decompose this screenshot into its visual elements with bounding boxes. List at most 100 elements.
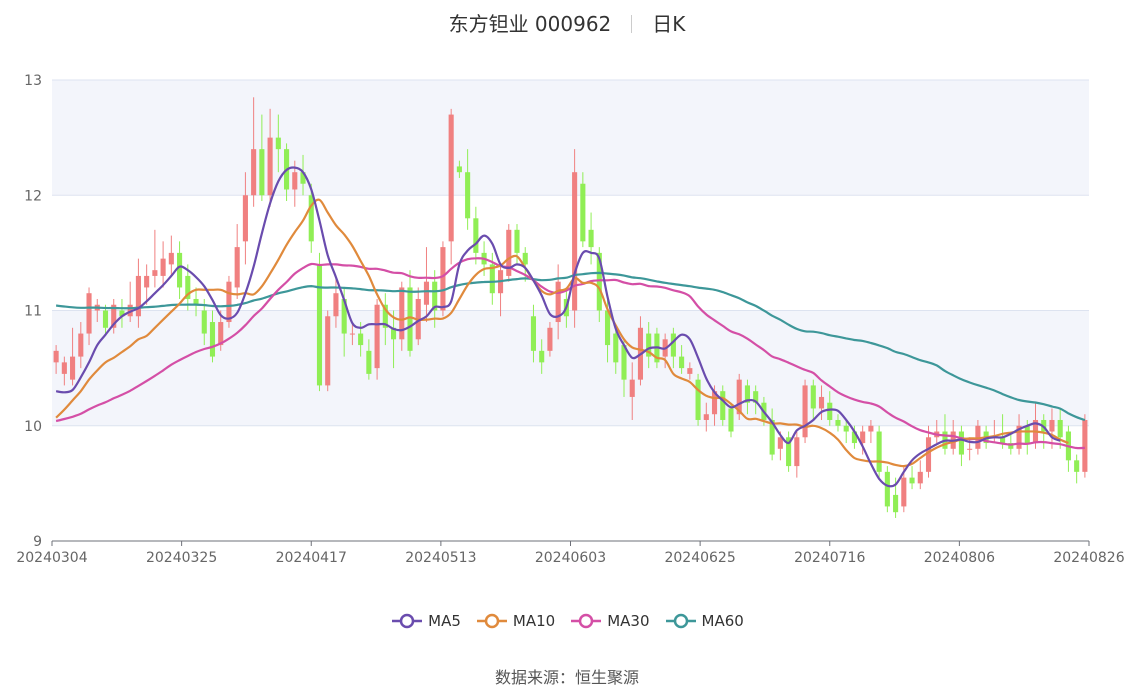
candle (349, 322, 355, 346)
candle (629, 362, 635, 420)
candle-body (292, 172, 298, 190)
legend-item-ma30[interactable]: MA30 (569, 612, 650, 630)
candle-body (226, 281, 232, 323)
candle (539, 339, 545, 374)
candle-body (720, 391, 726, 420)
candle-body (695, 379, 701, 420)
candle (456, 160, 462, 178)
candle (835, 414, 841, 432)
candle (226, 275, 232, 328)
candle-body (152, 270, 158, 276)
candle (70, 327, 76, 386)
candle-body (777, 437, 783, 449)
candle (1049, 408, 1055, 449)
candle (267, 108, 273, 207)
candle (308, 183, 314, 253)
candle-body (448, 114, 454, 242)
candle-body (555, 281, 561, 323)
candle-body (818, 396, 825, 409)
candle-body (366, 350, 372, 374)
candle (728, 402, 734, 438)
y-tick-label: 9 (33, 534, 42, 550)
candle-body (358, 333, 364, 346)
candle-body (909, 477, 915, 484)
candle-body (407, 287, 413, 351)
x-tick-label: 20240417 (276, 550, 347, 566)
chart-legend: MA5 MA10 MA30 MA60 (0, 612, 1134, 633)
candle-body (473, 218, 479, 253)
candle-body (613, 333, 619, 363)
legend-label: MA10 (512, 612, 556, 630)
candle-body (728, 408, 734, 432)
candle (786, 431, 792, 472)
candle-body (144, 275, 150, 288)
candle-body (1016, 425, 1022, 449)
candle-body (325, 316, 331, 386)
candle (177, 241, 183, 299)
candle-body (102, 310, 109, 328)
candle-body (440, 247, 446, 311)
candle-body (514, 229, 520, 253)
candle-body (111, 304, 117, 328)
candle-body (209, 322, 216, 357)
candle (744, 379, 750, 415)
candle-body (975, 425, 981, 449)
candle-body (185, 275, 191, 299)
candle-body (679, 356, 685, 369)
grid-band (52, 80, 1089, 196)
legend-item-ma5[interactable]: MA5 (390, 612, 461, 630)
candle (958, 425, 964, 467)
candle-body (753, 391, 759, 403)
candle (300, 154, 306, 196)
candle-body (506, 229, 512, 276)
candle (102, 304, 109, 334)
candle (802, 379, 808, 444)
candle (909, 466, 915, 490)
candle-body (786, 437, 792, 467)
candle (251, 97, 257, 207)
candle (473, 206, 479, 265)
legend-marker-icon (665, 613, 696, 629)
legend-marker-icon (476, 613, 507, 629)
candle-body (835, 419, 841, 426)
candle-body (604, 310, 611, 346)
candle-body (391, 327, 397, 340)
candle-body (958, 431, 964, 455)
candle (868, 419, 874, 444)
legend-item-ma10[interactable]: MA10 (475, 612, 555, 630)
candle (61, 356, 67, 386)
y-tick-label: 11 (24, 304, 42, 320)
candle-body (489, 264, 495, 294)
candle (399, 281, 405, 351)
ma-line-ma10 (55, 198, 1069, 468)
y-tick-label: 12 (24, 188, 42, 204)
candle (193, 287, 199, 317)
candle (152, 229, 158, 288)
candle-body (1008, 443, 1014, 449)
candle-body (687, 368, 693, 374)
candle (185, 264, 191, 311)
candle-body (308, 195, 314, 242)
candle-body (596, 252, 602, 311)
candle-body (316, 264, 323, 386)
candle (382, 293, 388, 346)
candle (135, 258, 141, 328)
legend-item-ma60[interactable]: MA60 (664, 612, 744, 630)
candle (53, 345, 59, 374)
candle-body (827, 402, 833, 420)
candle-body (580, 183, 586, 242)
candle (621, 339, 627, 397)
candle-body (259, 149, 265, 196)
grid-band (52, 310, 1089, 426)
candle (720, 385, 726, 426)
candle (810, 379, 816, 420)
candle (448, 108, 454, 265)
candle-body (86, 293, 92, 334)
candle (687, 362, 693, 380)
candle-body (168, 252, 174, 265)
legend-marker-icon (392, 613, 423, 629)
x-tick-label: 20240513 (405, 550, 476, 566)
candle-body (530, 316, 537, 351)
candle-body (810, 385, 816, 409)
candle (366, 339, 372, 380)
